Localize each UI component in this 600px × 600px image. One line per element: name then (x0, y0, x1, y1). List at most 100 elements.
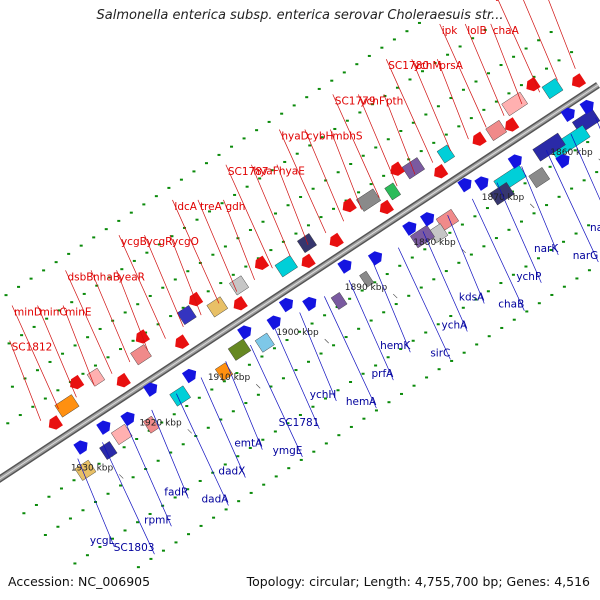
tick-dot (198, 479, 202, 482)
tick-dot (349, 381, 353, 384)
tick-dot (81, 509, 85, 512)
leader-line-reverse (276, 164, 309, 245)
tick-dot (436, 105, 440, 108)
tick-dot (32, 325, 36, 328)
gene-block-reverse (541, 78, 564, 100)
tick-dot (281, 240, 285, 243)
gene-label-forward: narK (534, 243, 559, 255)
tick-dot (42, 269, 46, 272)
leader-line-forward (545, 150, 599, 263)
tick-dot (220, 202, 224, 205)
tick-dot (67, 252, 71, 255)
leader-line-forward (570, 133, 600, 201)
leader-line-reverse (62, 305, 95, 386)
gene-label-forward: kdsA (459, 292, 485, 304)
tick-dot (373, 281, 377, 284)
gene-label-reverse: ycgB (121, 236, 147, 248)
tick-dot (230, 145, 234, 148)
gene-arrow-forward (96, 420, 111, 435)
tick-dot (135, 438, 139, 441)
tick-dot (460, 223, 464, 226)
gene-arrow-forward (181, 368, 197, 384)
tick-dot (169, 451, 173, 454)
tick-dot (519, 220, 523, 223)
tick-dot (444, 133, 448, 136)
tick-dot (85, 554, 89, 557)
leader-line-reverse (490, 23, 523, 105)
tick-dot (61, 352, 65, 355)
gene-block-reverse (86, 367, 106, 387)
tick-dot (411, 339, 415, 342)
gene-block-reverse (485, 119, 508, 141)
leader-line-forward (102, 442, 155, 555)
tick-dot (120, 268, 124, 271)
gene-arrow-reverse (233, 295, 248, 311)
tick-dot (233, 193, 237, 196)
leader-line-forward (471, 198, 525, 311)
tick-mark (256, 384, 261, 389)
tick-dot (269, 385, 273, 388)
tick-dot (132, 259, 136, 262)
gene-label-reverse: SC1787 (228, 166, 269, 178)
tick-dot (449, 315, 453, 318)
leader-line-reverse (118, 234, 166, 339)
tick-dot (110, 537, 114, 540)
tick-dot (261, 438, 265, 441)
gene-arrow-reverse (70, 374, 85, 390)
gene-block-forward (254, 332, 275, 353)
tick-dot (123, 311, 127, 314)
gene-label-forward: SC1781 (279, 417, 320, 429)
tick-dot (117, 219, 121, 222)
tick-dot (485, 207, 489, 210)
gene-block-forward (528, 167, 551, 189)
tick-dot (145, 251, 149, 254)
tick-dot (575, 277, 579, 280)
tick-dot (424, 331, 428, 334)
leader-line-reverse (225, 164, 273, 269)
tick-dot (92, 236, 96, 239)
tick-dot (494, 237, 498, 240)
leader-line-forward (176, 393, 229, 506)
gene-block-forward (330, 292, 348, 310)
tick-dot (549, 249, 553, 252)
tick-dot (261, 220, 265, 223)
tick-dot (223, 463, 227, 466)
leader-line-forward (496, 182, 542, 283)
tick-dot (160, 421, 164, 424)
tick-dot (450, 359, 454, 362)
tick-dot (244, 265, 248, 268)
gene-arrow-reverse (472, 131, 487, 146)
tick-dot (235, 372, 239, 375)
gene-label-reverse: hyaF (253, 166, 278, 178)
tick-dot (131, 476, 135, 479)
tick-dot (367, 54, 371, 57)
gene-arrow-reverse (434, 163, 449, 179)
gene-label-reverse: SC1812 (12, 342, 53, 354)
tick-dot (106, 356, 110, 359)
tick-dot (444, 270, 448, 273)
gene-label-reverse: hyaE (279, 166, 305, 178)
gene-label-reverse: yeaR (119, 271, 145, 283)
tick-dot (6, 422, 10, 425)
tick-dot (256, 393, 260, 396)
leader-line-forward (126, 426, 172, 527)
tick-dot (407, 158, 411, 161)
tick-dot (557, 59, 561, 62)
gene-arrow-forward (474, 176, 489, 191)
tick-dot (195, 218, 199, 221)
tick-dot (483, 28, 487, 31)
gene-arrow-forward (120, 411, 135, 427)
tick-dot (212, 516, 216, 519)
leader-line-reverse (497, 0, 541, 93)
gene-label-forward: prfA (371, 368, 394, 380)
leader-line-forward (200, 377, 246, 478)
leader-line-reverse (464, 23, 505, 116)
tick-dot (68, 517, 72, 520)
tick-dot (537, 39, 541, 42)
tick-dot (586, 141, 590, 144)
gene-arrow-forward (266, 315, 281, 330)
tick-dot (369, 319, 373, 322)
tick-dot (48, 360, 52, 363)
gene-label-reverse: dsbB (68, 271, 94, 283)
tick-dot (122, 446, 126, 449)
